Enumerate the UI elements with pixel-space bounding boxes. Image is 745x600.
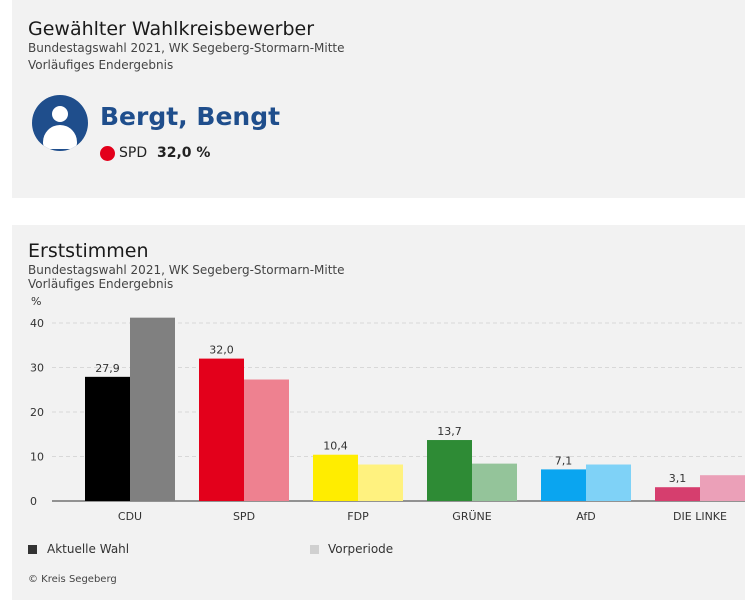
bar-previous-die-linke bbox=[700, 475, 745, 501]
legend-current-swatch bbox=[28, 545, 37, 554]
bar-current-cdu bbox=[85, 376, 130, 501]
copyright: © Kreis Segeberg bbox=[28, 574, 117, 585]
y-tick-label: 20 bbox=[30, 406, 44, 419]
y-axis-unit-label: % bbox=[31, 295, 41, 308]
bar-previous-cdu bbox=[130, 317, 175, 501]
legend-previous-label: Vorperiode bbox=[328, 542, 394, 556]
winner-card-title: Gewählter Wahlkreisbewerber bbox=[28, 18, 315, 40]
data-label: 7,1 bbox=[555, 454, 573, 467]
bar-previous-spd bbox=[244, 379, 289, 501]
bar-current-afd bbox=[541, 469, 586, 501]
bar-previous-grüne bbox=[472, 463, 517, 501]
legend-previous-swatch bbox=[310, 545, 319, 554]
y-tick-label: 30 bbox=[30, 362, 44, 375]
x-tick-label: DIE LINKE bbox=[673, 510, 727, 523]
chart-title: Erststimmen bbox=[28, 240, 149, 262]
data-label: 32,0 bbox=[209, 344, 234, 357]
data-label: 27,9 bbox=[95, 362, 120, 375]
y-tick-label: 40 bbox=[30, 317, 44, 330]
bar-current-fdp bbox=[313, 454, 358, 501]
x-tick-label: CDU bbox=[118, 510, 142, 523]
chart-status: Vorläufiges Endergebnis bbox=[28, 277, 174, 291]
bar-current-die-linke bbox=[655, 487, 700, 501]
bar-chart: % 0 10 20 30 40 27,9 CDU 32,0 SPD 10,4 FDP 13,7 GRÜNE… bbox=[30, 295, 745, 523]
data-label: 13,7 bbox=[437, 425, 462, 438]
data-label: 3,1 bbox=[669, 472, 687, 485]
person-icon bbox=[32, 95, 88, 151]
y-tick-label: 10 bbox=[30, 451, 44, 464]
winner-card: Gewählter Wahlkreisbewerber Bundestagswa… bbox=[12, 0, 745, 198]
winner-card-status: Vorläufiges Endergebnis bbox=[28, 58, 174, 72]
x-tick-label: AfD bbox=[576, 510, 595, 523]
chart-card: Erststimmen Bundestagswahl 2021, WK Sege… bbox=[12, 225, 745, 600]
bar-previous-fdp bbox=[358, 464, 403, 501]
candidate-name: Bergt, Bengt bbox=[100, 102, 281, 131]
bar-current-spd bbox=[199, 358, 244, 501]
party-name: SPD bbox=[119, 145, 148, 161]
legend-current-label: Aktuelle Wahl bbox=[47, 542, 130, 556]
bar-previous-afd bbox=[586, 464, 631, 501]
party-percent: 32,0 % bbox=[157, 145, 211, 161]
x-tick-label: FDP bbox=[347, 510, 369, 523]
chart-subtitle: Bundestagswahl 2021, WK Segeberg-Stormar… bbox=[28, 263, 345, 277]
y-tick-label: 0 bbox=[30, 495, 37, 508]
winner-card-subtitle: Bundestagswahl 2021, WK Segeberg-Stormar… bbox=[28, 41, 345, 55]
data-label: 10,4 bbox=[323, 440, 348, 453]
x-tick-label: SPD bbox=[233, 510, 255, 523]
bar-current-grüne bbox=[427, 440, 472, 501]
party-color-dot bbox=[100, 146, 115, 161]
x-tick-label: GRÜNE bbox=[452, 510, 491, 523]
